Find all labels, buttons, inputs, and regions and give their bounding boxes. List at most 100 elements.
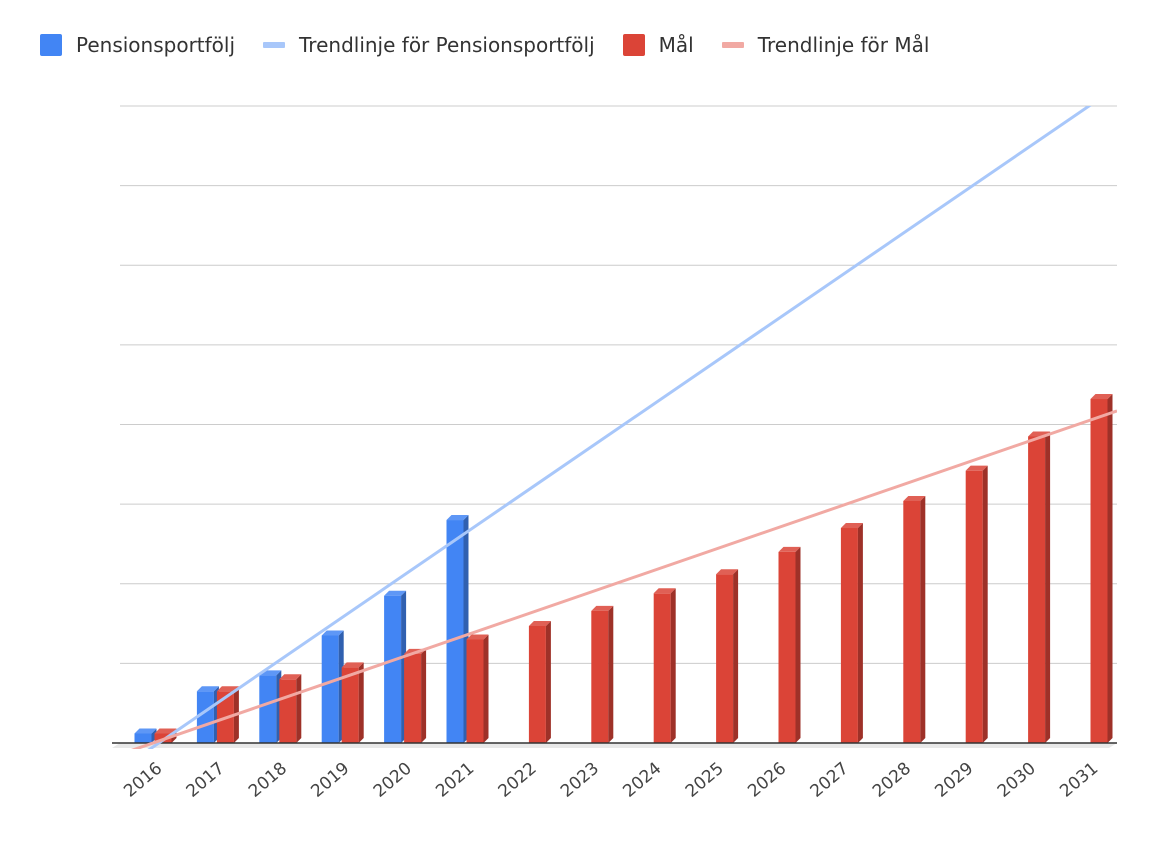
x-tick-label: 2031	[1056, 759, 1102, 802]
bar-side	[483, 634, 489, 743]
x-tick-label: 2026	[744, 759, 790, 802]
bar-front	[778, 551, 796, 743]
bar[interactable]	[196, 686, 219, 743]
bar-side	[857, 523, 863, 743]
chart-floor	[112, 743, 1117, 748]
x-tick-label: 2029	[931, 759, 977, 802]
bar[interactable]	[528, 620, 551, 743]
bar-side	[795, 546, 801, 743]
x-tick-label: 2024	[619, 759, 665, 802]
legend-label-trend-pensionsportfolj: Trendlinje för Pensionsportfölj	[299, 33, 595, 57]
bar-top	[446, 515, 469, 521]
bar-side	[670, 588, 676, 743]
bar[interactable]	[1028, 431, 1051, 743]
bar-top	[196, 686, 219, 692]
bar-side	[358, 662, 364, 743]
bar[interactable]	[1090, 394, 1113, 743]
x-tick-label: 2019	[307, 759, 353, 802]
bar-front	[321, 635, 339, 743]
bar-top	[216, 686, 239, 692]
bar-side	[733, 569, 739, 743]
bar[interactable]	[653, 588, 676, 743]
bar[interactable]	[341, 662, 364, 743]
bar-front	[466, 639, 484, 743]
bar-top	[716, 569, 739, 575]
x-tick-label: 2017	[183, 759, 229, 802]
bar-top	[653, 588, 676, 594]
x-tick-label: 2027	[807, 759, 853, 802]
bar[interactable]	[965, 465, 988, 743]
bar[interactable]	[384, 590, 407, 743]
bar-front	[404, 653, 422, 743]
legend-swatch-mal	[622, 34, 645, 56]
bar-top	[1090, 394, 1113, 400]
x-tick-label: 2030	[994, 759, 1040, 802]
bar[interactable]	[903, 495, 926, 743]
x-tick-label: 2022	[495, 759, 541, 802]
x-axis-tick-labels: 2016 2017 2018 2019 2020 2021 2022 2023 2024 2025…	[120, 759, 1102, 802]
legend-item-trend-mal[interactable]: Trendlinje för Mål	[721, 33, 930, 57]
bar-top	[778, 546, 801, 552]
x-tick-label: 2018	[245, 759, 291, 802]
bar[interactable]	[591, 605, 614, 743]
bar-top	[154, 728, 177, 734]
bar-front	[528, 625, 546, 743]
bar-top	[279, 674, 302, 680]
legend-item-trend-pensionsportfolj[interactable]: Trendlinje för Pensionsportfölj	[263, 33, 595, 57]
x-tick-label: 2020	[370, 759, 416, 802]
legend-label-pensionsportfolj: Pensionsportfölj	[76, 33, 236, 57]
bar[interactable]	[404, 648, 427, 743]
bar-top	[840, 523, 863, 529]
bar-front	[446, 520, 464, 743]
bar-top	[591, 605, 614, 611]
bar-front	[279, 679, 297, 743]
bar-top	[965, 465, 988, 471]
bar[interactable]	[778, 546, 801, 743]
legend-swatch-trend-pensionsportfolj	[263, 42, 286, 48]
bar[interactable]	[466, 634, 489, 743]
bar-front	[840, 528, 858, 743]
bar-top	[321, 630, 344, 636]
bar[interactable]	[134, 728, 157, 743]
bar-side	[920, 495, 926, 743]
bar-side	[545, 620, 551, 743]
legend-label-trend-mal: Trendlinje för Mål	[757, 33, 930, 57]
x-tick-label: 2025	[682, 759, 728, 802]
legend-label-mal: Mål	[658, 33, 694, 57]
bar-front	[1028, 436, 1046, 743]
bar[interactable]	[840, 523, 863, 743]
bar-top	[384, 590, 407, 596]
bar[interactable]	[716, 569, 739, 743]
x-tick-label: 2023	[557, 759, 603, 802]
legend-item-mal[interactable]: Mål	[622, 33, 694, 57]
bar[interactable]	[321, 630, 344, 743]
x-tick-label: 2016	[120, 759, 166, 802]
bar-front	[965, 470, 983, 743]
bar-front	[653, 593, 671, 743]
bar-side	[1045, 431, 1051, 743]
bar[interactable]	[279, 674, 302, 743]
bar-front	[903, 500, 921, 743]
x-tick-label: 2028	[869, 759, 915, 802]
bar-front	[196, 691, 214, 743]
legend-swatch-pensionsportfolj	[40, 34, 62, 56]
bar-side	[421, 648, 427, 743]
legend: Pensionsportfölj Trendlinje för Pensions…	[40, 30, 957, 60]
bar-side	[296, 674, 302, 743]
bar-front	[341, 667, 359, 743]
legend-item-pensionsportfolj[interactable]: Pensionsportfölj	[40, 33, 235, 57]
bar-side	[608, 605, 614, 743]
trendline-1	[130, 409, 1117, 749]
bar-top	[528, 620, 551, 626]
bar-front	[259, 675, 277, 743]
bar-top	[903, 495, 926, 501]
x-tick-label: 2021	[432, 759, 478, 802]
bar[interactable]	[446, 515, 469, 743]
bar-side	[151, 728, 157, 743]
bar-front	[591, 610, 609, 743]
legend-swatch-trend-mal	[721, 42, 744, 48]
trendline-0	[147, 106, 1092, 749]
bar-top	[134, 728, 157, 734]
